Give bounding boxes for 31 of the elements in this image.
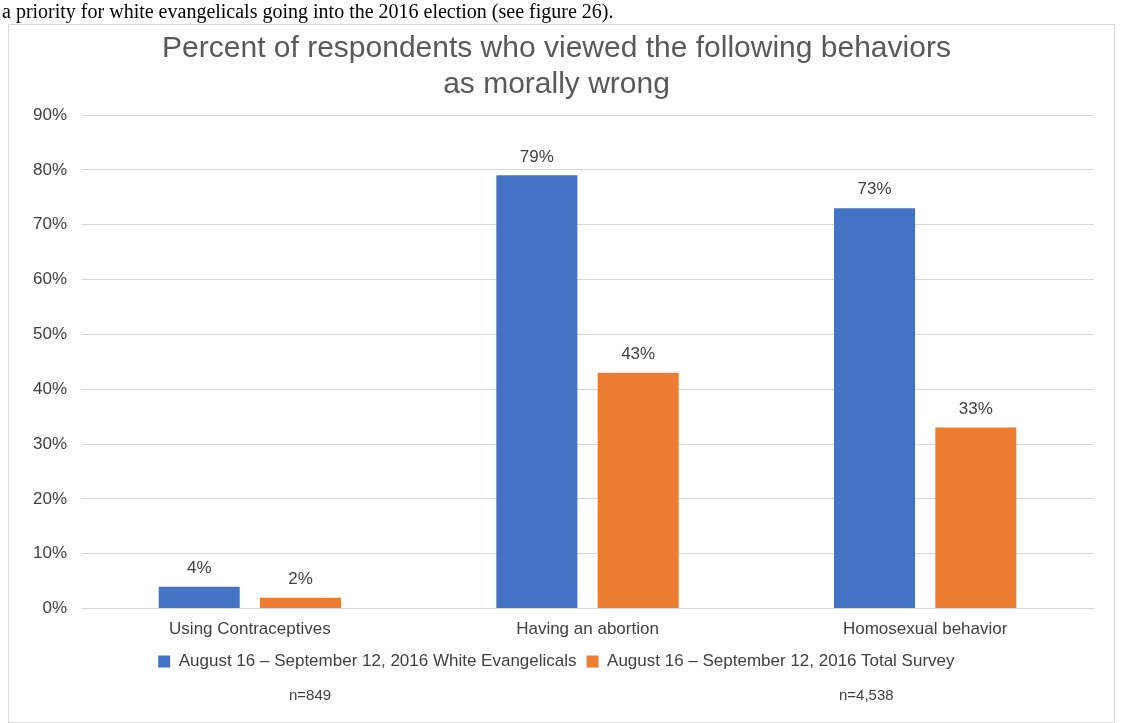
legend-label: August 16 – September 12, 2016 White Evangelicals: [178, 651, 577, 671]
y-tick-label: 70%: [32, 214, 68, 234]
data-label: 4%: [186, 557, 212, 577]
bar: [935, 427, 1017, 609]
data-label: 43%: [621, 343, 656, 363]
y-tick-label: 0%: [42, 598, 68, 618]
legend-label: August 16 – September 12, 2016 Total Survey: [607, 651, 956, 671]
bar: [259, 597, 342, 609]
y-tick-label: 40%: [32, 378, 68, 398]
y-tick-label: 30%: [32, 433, 68, 453]
bar: [158, 586, 240, 609]
y-tick-label: 20%: [32, 488, 68, 508]
text: n=849: [289, 686, 332, 703]
data-label: 2%: [288, 568, 313, 588]
y-tick-label: 50%: [32, 324, 68, 344]
text: a priority for white evangelicals going into the 2016 election (see figure 26).: [1, 0, 615, 24]
y-tick-label: 80%: [32, 159, 68, 179]
x-tick-label: Homosexual behavior: [842, 619, 1008, 639]
bar: [834, 208, 916, 609]
data-label: 33%: [958, 398, 993, 418]
data-label: 79%: [519, 146, 554, 166]
x-tick-label: Having an abortion: [516, 619, 659, 639]
bar: [496, 175, 578, 609]
y-tick-label: 60%: [32, 269, 68, 289]
x-tick-label: Using Contraceptives: [169, 619, 331, 639]
chart-title: Percent of respondents who viewed the following behaviors as morally wrong: [162, 30, 951, 100]
data-label: 73%: [857, 179, 892, 199]
y-tick-label: 10%: [32, 543, 68, 563]
y-tick-label: 90%: [32, 104, 68, 124]
bar: [597, 372, 679, 609]
text: n=4,538: [839, 686, 894, 703]
